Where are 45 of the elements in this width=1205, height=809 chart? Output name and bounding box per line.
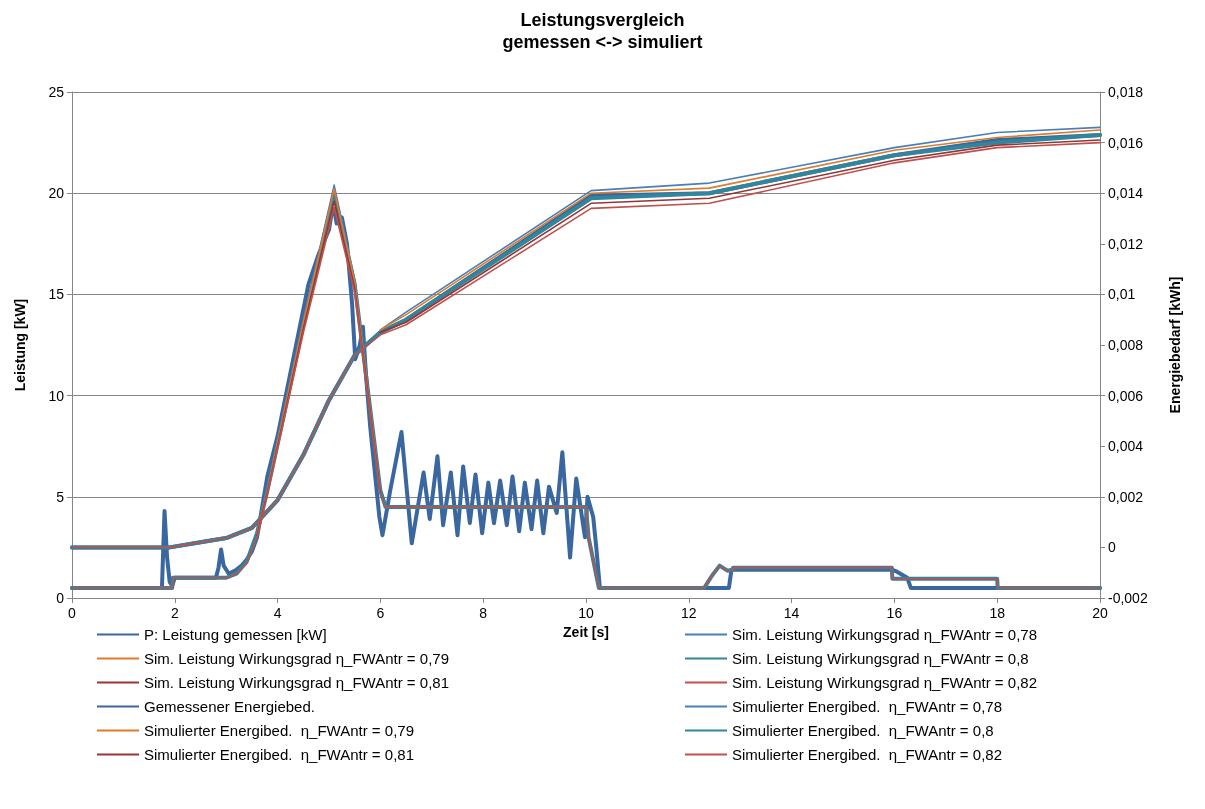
legend-label: Sim. Leistung Wirkungsgrad η_FWAntr = 0,82 <box>732 674 1037 691</box>
x-tick-label: 10 <box>578 605 594 621</box>
y-tick-label: 25 <box>48 84 65 100</box>
x-tick-label: 20 <box>1092 605 1108 621</box>
legend-label: Gemessener Energiebed. <box>144 698 315 715</box>
legend-label: Simulierter Energibed. η_FWAntr = 0,79 <box>144 722 414 739</box>
y2-tick-label: 0,008 <box>1108 337 1144 353</box>
legend-label: P: Leistung gemessen [kW] <box>144 626 327 643</box>
x-axis-title: Zeit [s] <box>563 623 609 640</box>
x-tick-label: 18 <box>989 605 1006 621</box>
legend-label: Simulierter Energibed. η_FWAntr = 0,8 <box>732 722 994 739</box>
chart-title: Leistungsvergleich <box>520 10 685 30</box>
y2-tick-label: 0,012 <box>1108 235 1144 252</box>
legend-label: Sim. Leistung Wirkungsgrad η_FWAntr = 0,8 <box>732 650 1029 667</box>
legend-label: Sim. Leistung Wirkungsgrad η_FWAntr = 0,79 <box>144 650 449 667</box>
x-tick-label: 4 <box>273 605 282 621</box>
x-tick-label: 14 <box>783 605 800 621</box>
x-tick-label: 8 <box>479 605 488 621</box>
legend-label: Sim. Leistung Wirkungsgrad η_FWAntr = 0,81 <box>144 674 449 691</box>
y2-tick-label: 0,018 <box>1108 84 1144 100</box>
y2-tick-label: 0,016 <box>1108 134 1144 151</box>
y2-tick-label: 0 <box>1108 539 1116 556</box>
y2-tick-label: 0,004 <box>1108 438 1144 455</box>
x-tick-label: 2 <box>170 605 179 621</box>
legend-label: Simulierter Energibed. η_FWAntr = 0,81 <box>144 746 414 763</box>
y-tick-label: 20 <box>48 185 65 202</box>
y2-tick-label: 0,014 <box>1108 185 1144 202</box>
chart-subtitle: gemessen <-> simuliert <box>502 32 703 52</box>
y2-tick-label: 0,01 <box>1108 286 1136 303</box>
y-tick-label: 15 <box>48 286 65 303</box>
y-axis-title: Leistung [kW] <box>12 298 28 392</box>
x-tick-label: 0 <box>68 605 77 621</box>
y-tick-label: 5 <box>56 488 65 505</box>
x-tick-label: 16 <box>886 605 903 621</box>
y2-tick-label: -0,002 <box>1108 590 1148 606</box>
y-tick-label: 0 <box>56 590 65 606</box>
x-tick-label: 12 <box>681 605 697 621</box>
y-tick-label: 10 <box>48 387 65 404</box>
x-tick-label: 6 <box>376 605 385 621</box>
legend-label: Simulierter Energibed. η_FWAntr = 0,78 <box>732 698 1002 715</box>
legend-label: Sim. Leistung Wirkungsgrad η_FWAntr = 0,78 <box>732 626 1037 643</box>
legend-label: Simulierter Energibed. η_FWAntr = 0,82 <box>732 746 1002 763</box>
y2-axis-title: Energiebedarf [kWh] <box>1167 276 1183 414</box>
y2-tick-label: 0,002 <box>1108 488 1144 505</box>
y2-tick-label: 0,006 <box>1108 387 1144 404</box>
